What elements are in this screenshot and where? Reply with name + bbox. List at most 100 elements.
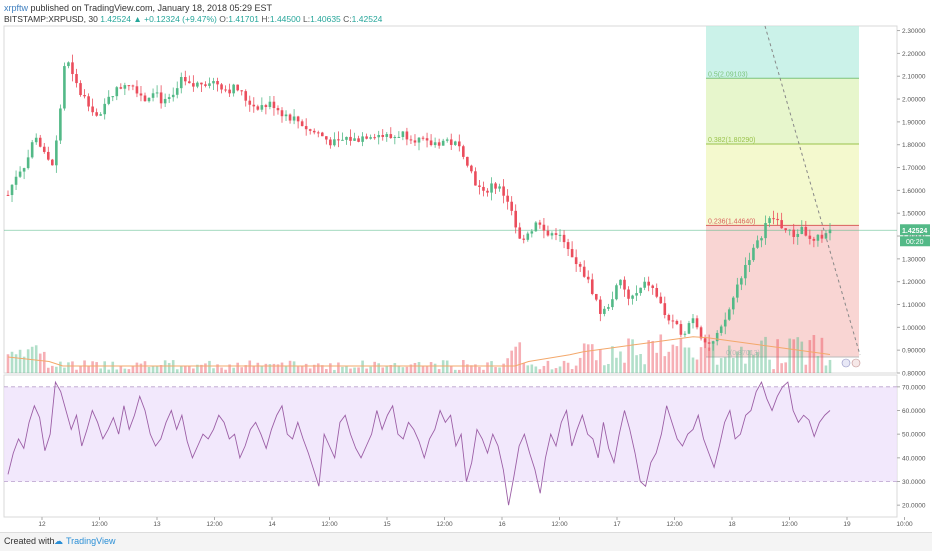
fib-level-label: 0.236(1.44640): [708, 218, 755, 225]
chart-canvas[interactable]: 0.5(2.09103) 0.382(1.80290) 0.236(1.44640)…: [0, 0, 932, 532]
volume-bar: [248, 360, 252, 373]
volume-bar: [647, 340, 650, 373]
candle: [67, 62, 70, 67]
price-tick-label: 1.60000: [902, 188, 926, 195]
volume-bar: [671, 344, 675, 373]
candle: [490, 183, 493, 193]
us-flag-icon[interactable]: [841, 358, 851, 368]
candle: [349, 136, 352, 141]
volume-bar: [268, 364, 272, 373]
candle: [220, 84, 223, 90]
price-tick-label: 0.90000: [902, 348, 926, 355]
rsi-tick-label: 30.0000: [902, 479, 926, 486]
candle: [429, 140, 433, 146]
symbol-label[interactable]: BITSTAMP:XRPUSD, 30: [4, 14, 98, 24]
volume-bar: [526, 365, 530, 373]
fib-level-label: 0.5(2.09103): [708, 71, 748, 78]
candle: [582, 266, 586, 277]
candle: [526, 233, 530, 240]
volume-bar: [727, 345, 731, 373]
candle: [752, 247, 755, 261]
volume-bar: [151, 366, 155, 373]
candle: [260, 105, 264, 110]
volume-bar: [824, 365, 828, 373]
volume-bar: [38, 353, 42, 373]
volume-bar: [788, 338, 792, 373]
fib-zone-0.382: [706, 144, 859, 226]
candle: [224, 89, 227, 91]
candle: [46, 151, 50, 160]
candle: [131, 85, 135, 87]
time-tick-label: 19: [843, 521, 851, 528]
volume-bar: [99, 368, 102, 373]
volume-bar: [659, 334, 663, 373]
volume-bar: [566, 362, 570, 373]
candle: [284, 114, 288, 117]
candle: [647, 281, 650, 286]
volume-bar: [594, 360, 598, 373]
candle: [79, 83, 82, 96]
candle: [462, 146, 465, 157]
volume-bar: [397, 365, 401, 373]
volume-bar: [796, 337, 800, 373]
candle: [707, 342, 711, 344]
volume-bar: [417, 362, 421, 373]
candle: [562, 234, 566, 243]
volume-bar: [341, 366, 344, 373]
close-value: 1.42524: [351, 14, 383, 24]
volume-bar: [216, 364, 219, 373]
volume-bar: [474, 364, 477, 373]
volume-bar: [345, 366, 348, 373]
candle: [590, 279, 594, 294]
volume-bar: [699, 347, 703, 373]
volume-bar: [820, 337, 824, 373]
candle: [816, 234, 820, 241]
rsi-tick-label: 50.0000: [902, 432, 926, 439]
author-link[interactable]: xrpftw: [4, 3, 29, 13]
price-tick-label: 1.30000: [902, 256, 926, 263]
candle: [63, 66, 66, 109]
volume-bar: [42, 351, 46, 373]
volume-bar: [599, 348, 602, 373]
candle: [200, 82, 203, 85]
volume-bar: [147, 366, 151, 373]
candle: [276, 108, 280, 111]
volume-bar: [300, 366, 304, 373]
candle: [59, 108, 62, 141]
volume-bar: [695, 359, 699, 373]
event-flag-icon[interactable]: [851, 358, 861, 368]
volume-bar: [478, 366, 481, 373]
volume-bar: [163, 360, 167, 373]
volume-bar: [711, 341, 715, 373]
volume-bar: [429, 362, 433, 373]
candle: [530, 231, 534, 234]
candle: [764, 223, 767, 239]
candle: [373, 137, 376, 139]
candle: [675, 320, 679, 325]
volume-bar: [244, 365, 248, 373]
last-price: 1.42524: [100, 14, 131, 24]
volume-bar: [91, 361, 94, 373]
volume-bar: [401, 367, 405, 373]
candle: [788, 229, 792, 231]
volume-bar: [764, 336, 767, 373]
volume-bar: [639, 354, 642, 373]
candle: [470, 165, 473, 172]
volume-bar: [18, 349, 22, 373]
open-label: O:: [219, 14, 229, 24]
volume-bar: [143, 361, 147, 373]
volume-ma-line: [7, 336, 831, 367]
volume-bar: [683, 347, 687, 373]
volume-bar: [333, 369, 336, 373]
volume-bar: [409, 364, 413, 373]
volume-bar: [466, 364, 469, 373]
candle: [663, 303, 667, 315]
tradingview-brand[interactable]: TradingView: [66, 536, 116, 546]
price-tick-label: 2.20000: [902, 51, 926, 58]
volume-bar: [502, 363, 505, 373]
candle: [139, 93, 143, 96]
candle: [95, 112, 98, 116]
volume-bar: [67, 362, 70, 373]
volume-bar: [772, 369, 775, 373]
candle: [236, 84, 239, 91]
